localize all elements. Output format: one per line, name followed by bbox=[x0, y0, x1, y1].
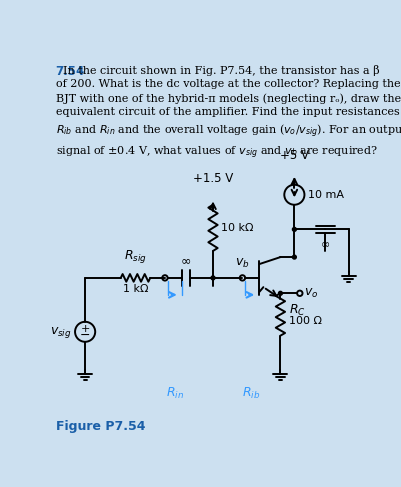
Text: $v_{sig}$: $v_{sig}$ bbox=[49, 325, 71, 340]
Text: +: + bbox=[80, 324, 89, 334]
Text: Figure P7.54: Figure P7.54 bbox=[55, 420, 145, 433]
Text: −: − bbox=[80, 329, 90, 342]
Circle shape bbox=[278, 291, 282, 295]
Text: ∞: ∞ bbox=[180, 254, 190, 267]
Text: In the circuit shown in Fig. P7.54, the transistor has a β
of 200. What is the d: In the circuit shown in Fig. P7.54, the … bbox=[55, 65, 401, 161]
Text: 10 mA: 10 mA bbox=[308, 190, 344, 200]
Text: $R_{ib}$: $R_{ib}$ bbox=[241, 386, 259, 401]
Text: $R_{sig}$: $R_{sig}$ bbox=[124, 248, 147, 265]
Text: $v_o$: $v_o$ bbox=[303, 287, 317, 300]
Text: ∞: ∞ bbox=[320, 240, 329, 250]
Circle shape bbox=[292, 255, 296, 259]
Text: $R_{in}$: $R_{in}$ bbox=[166, 386, 184, 401]
Text: 1 kΩ: 1 kΩ bbox=[122, 284, 148, 294]
Circle shape bbox=[292, 227, 296, 231]
Circle shape bbox=[211, 276, 215, 280]
Text: 10 kΩ: 10 kΩ bbox=[220, 223, 253, 233]
Text: +5 V: +5 V bbox=[279, 150, 308, 162]
Text: 7.54: 7.54 bbox=[55, 65, 85, 77]
Text: $v_b$: $v_b$ bbox=[235, 257, 249, 270]
Text: 100 Ω: 100 Ω bbox=[288, 316, 321, 326]
Text: +1.5 V: +1.5 V bbox=[192, 172, 233, 186]
Text: $R_C$: $R_C$ bbox=[288, 303, 305, 318]
